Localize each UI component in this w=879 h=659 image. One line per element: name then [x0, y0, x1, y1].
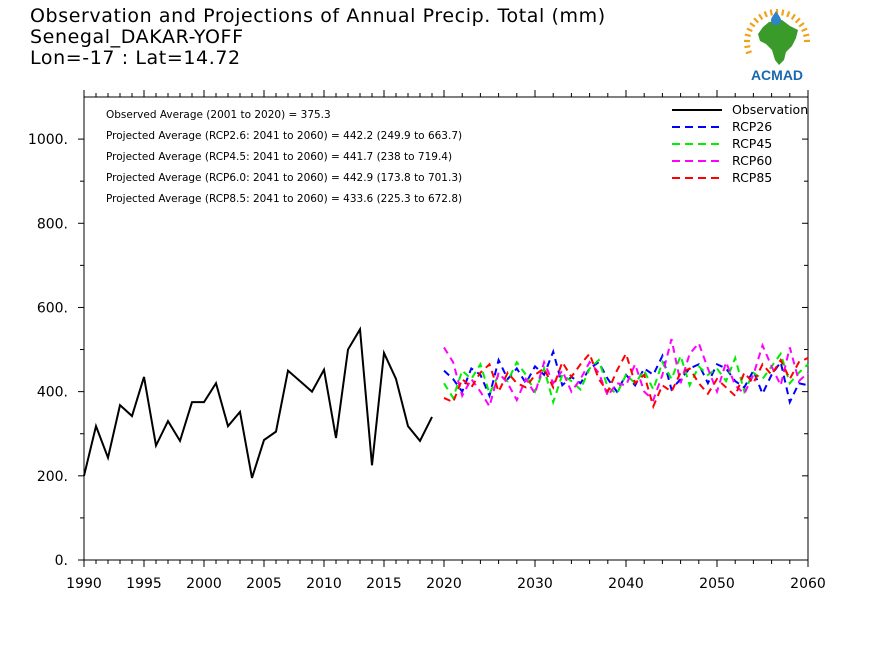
y-tick-label: 600.	[37, 300, 68, 316]
x-tick-label: 1990	[66, 576, 102, 592]
series-rcp60	[443, 338, 809, 409]
logo-text: ACMAD	[751, 67, 803, 83]
x-tick-label: 2060	[790, 576, 826, 592]
x-axis: 1990 1995 2000 2005 2010 2015 2020 2030 2040 2050…	[66, 90, 826, 592]
x-tick-label: 2000	[186, 576, 222, 592]
station-coordinates: Lon=-17 : Lat=14.72	[30, 47, 241, 69]
logo-ray	[790, 13, 796, 20]
stats-line: Projected Average (RCP8.5: 2041 to 2060)…	[106, 193, 462, 205]
legend-label-rcp45: RCP45	[732, 136, 772, 151]
chart-title-block: Observation and Projections of Annual Pr…	[30, 6, 606, 69]
stats-line: Observed Average (2001 to 2020) = 375.3	[106, 109, 331, 121]
series-rcp85	[443, 351, 809, 410]
legend-label-observation: Observation	[732, 102, 808, 117]
logo-ray	[749, 22, 756, 28]
x-tick-label: 2015	[366, 576, 402, 592]
africa-sun-logo-icon	[743, 9, 811, 65]
stats-line: Projected Average (RCP6.0: 2041 to 2060)…	[106, 172, 462, 184]
logo-ray	[758, 13, 764, 20]
x-tick-label: 2010	[306, 576, 342, 592]
stats-line: Projected Average (RCP4.5: 2041 to 2060)…	[106, 151, 452, 163]
legend-label-rcp85: RCP85	[732, 170, 772, 185]
stats-line: Projected Average (RCP2.6: 2041 to 2060)…	[106, 130, 462, 142]
legend-label-rcp26: RCP26	[732, 119, 772, 134]
legend: Observation RCP26 RCP45 RCP60 RCP85	[672, 102, 808, 185]
x-tick-label: 2040	[608, 576, 644, 592]
acmad-logo: ACMAD	[743, 9, 811, 83]
plot-frame	[83, 96, 809, 561]
station-name: Senegal_DAKAR-YOFF	[30, 26, 244, 48]
y-tick-label: 1000.	[28, 132, 68, 148]
y-tick-label: 0.	[55, 553, 68, 569]
y-axis: 0. 200. 400. 600. 800. 1000.	[28, 132, 808, 569]
logo-ray	[781, 9, 785, 16]
y-tick-label: 800.	[37, 216, 68, 232]
series-observation	[83, 326, 433, 479]
logo-ray	[786, 10, 791, 18]
logo-ray	[794, 17, 801, 24]
stats-block: Observed Average (2001 to 2020) = 375.3 P…	[106, 109, 462, 205]
logo-ray	[763, 10, 768, 18]
logo-ray	[744, 45, 751, 49]
x-tick-label: 2030	[517, 576, 553, 592]
logo-ray	[745, 50, 753, 55]
y-tick-label: 400.	[37, 385, 68, 401]
logo-ray	[753, 17, 760, 24]
logo-ray	[798, 22, 805, 28]
x-tick-label: 1995	[126, 576, 162, 592]
legend-label-rcp60: RCP60	[732, 153, 772, 168]
x-tick-label: 2050	[699, 576, 735, 592]
logo-ray	[744, 33, 751, 37]
x-tick-label: 2020	[426, 576, 462, 592]
chart-title: Observation and Projections of Annual Pr…	[30, 5, 606, 27]
x-tick-label: 2005	[246, 576, 282, 592]
logo-ray	[769, 9, 773, 16]
logo-ray	[801, 27, 808, 33]
logo-ray	[746, 27, 753, 33]
y-tick-label: 200.	[37, 469, 68, 485]
logo-ray	[803, 33, 810, 37]
series-group	[83, 326, 809, 479]
